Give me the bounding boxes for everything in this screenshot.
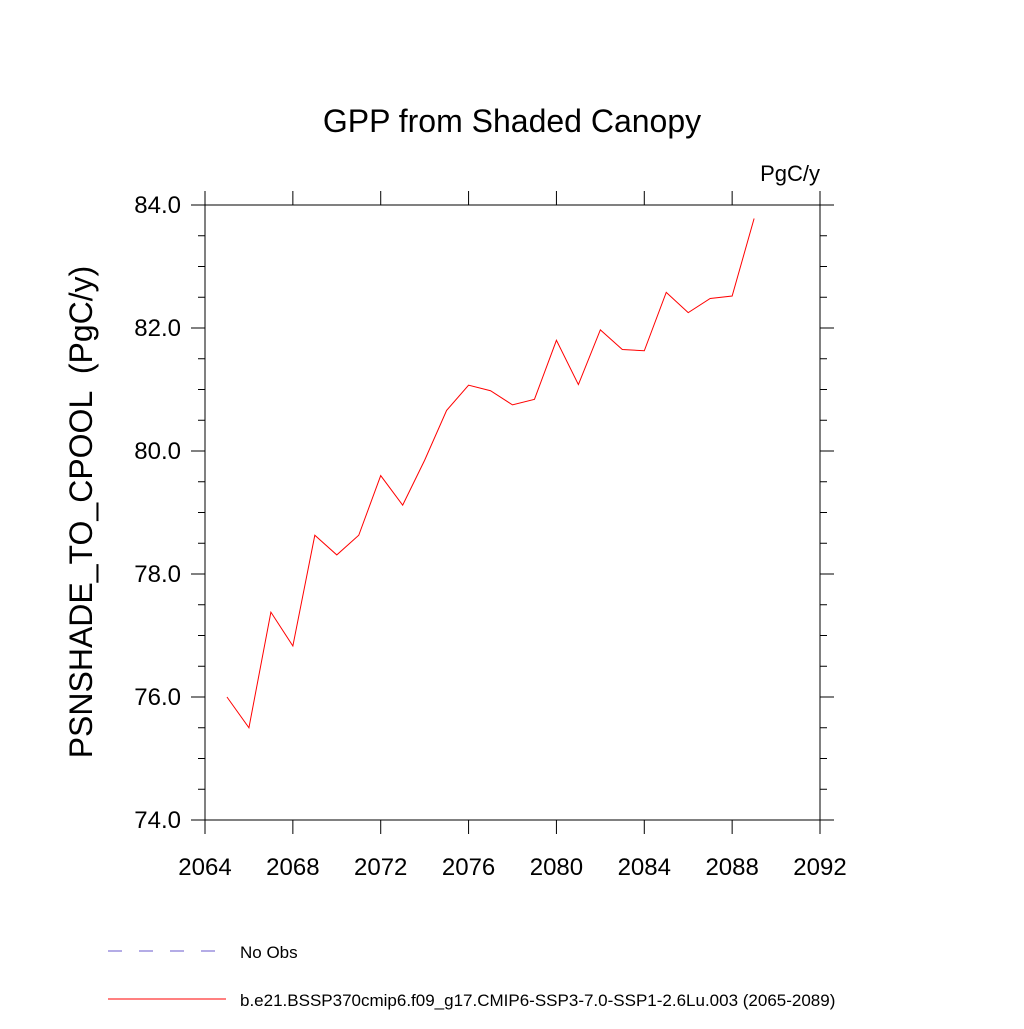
- x-tick-label: 2092: [793, 854, 846, 881]
- plot-frame: [204, 204, 821, 821]
- y-tick-label: 78.0: [134, 561, 181, 588]
- tick-labels: 2064 2068 2072 2076 2080 2084 2088 2092 74.0 76.0…: [134, 192, 846, 881]
- series-line: [226, 218, 755, 729]
- x-tick-label: 2084: [618, 854, 671, 881]
- x-tick-label: 2068: [266, 854, 319, 881]
- y-tick-label: 82.0: [134, 315, 181, 342]
- y-axis-label: PSNSHADE_TO_CPOOL (PgC/y): [63, 266, 99, 759]
- x-tick-label: 2080: [530, 854, 583, 881]
- legend-label: No Obs: [240, 943, 298, 962]
- axis-ticks: [191, 191, 834, 834]
- y-tick-label: 80.0: [134, 438, 181, 465]
- chart-title: GPP from Shaded Canopy: [323, 103, 701, 139]
- x-tick-label: 2072: [354, 854, 407, 881]
- x-tick-label: 2088: [705, 854, 758, 881]
- x-tick-label: 2064: [178, 854, 231, 881]
- legend-label: b.e21.BSSP370cmip6.f09_g17.CMIP6-SSP3-7.…: [240, 991, 835, 1010]
- series-lines: [226, 218, 755, 729]
- legend: No Obs b.e21.BSSP370cmip6.f09_g17.CMIP6-S…: [108, 943, 835, 1010]
- y-tick-label: 74.0: [134, 807, 181, 834]
- y-tick-label: 84.0: [134, 192, 181, 219]
- units-label: PgC/y: [760, 161, 820, 186]
- y-tick-label: 76.0: [134, 684, 181, 711]
- x-tick-label: 2076: [442, 854, 495, 881]
